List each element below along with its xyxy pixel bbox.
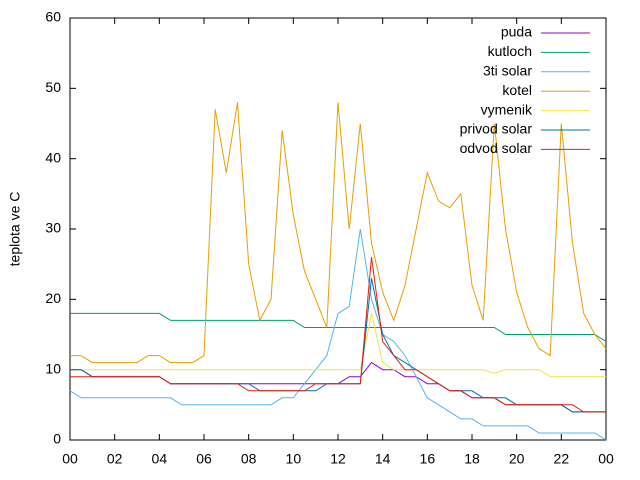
legend-label: kotel: [502, 82, 532, 98]
y-tick-label: 20: [45, 290, 61, 306]
series-line: [70, 257, 606, 413]
series-line: [69, 228, 607, 441]
x-tick-label: 04: [152, 451, 168, 467]
x-tick-label: 16: [420, 451, 436, 467]
legend-label: kutloch: [488, 43, 532, 59]
x-tick-label: 08: [241, 451, 257, 467]
y-tick-label: 50: [45, 79, 61, 95]
series-line: [70, 313, 606, 378]
x-tick-label: 10: [286, 451, 302, 467]
y-tick-label: 0: [53, 431, 61, 447]
x-tick-label: 00: [598, 451, 614, 467]
legend-label: odvod solar: [460, 140, 533, 156]
x-tick-label: 06: [196, 451, 212, 467]
x-tick-label: 12: [330, 451, 346, 467]
x-tick-label: 14: [375, 451, 391, 467]
y-tick-label: 40: [45, 149, 61, 165]
x-tick-label: 20: [509, 451, 525, 467]
x-tick-label: 18: [464, 451, 480, 467]
legend-label: puda: [501, 24, 532, 40]
y-tick-label: 30: [45, 220, 61, 236]
x-tick-label: 02: [107, 451, 123, 467]
series-line: [70, 312, 607, 342]
legend-label: 3ti solar: [483, 63, 532, 79]
legend-label: vymenik: [481, 101, 533, 117]
y-axis-label: teplota ve C: [7, 192, 23, 267]
series-line: [70, 102, 607, 364]
legend-label: privod solar: [460, 121, 533, 137]
x-tick-label: 00: [62, 451, 78, 467]
y-tick-label: 10: [45, 360, 61, 376]
y-tick-label: 60: [45, 9, 61, 25]
x-tick-label: 22: [554, 451, 570, 467]
